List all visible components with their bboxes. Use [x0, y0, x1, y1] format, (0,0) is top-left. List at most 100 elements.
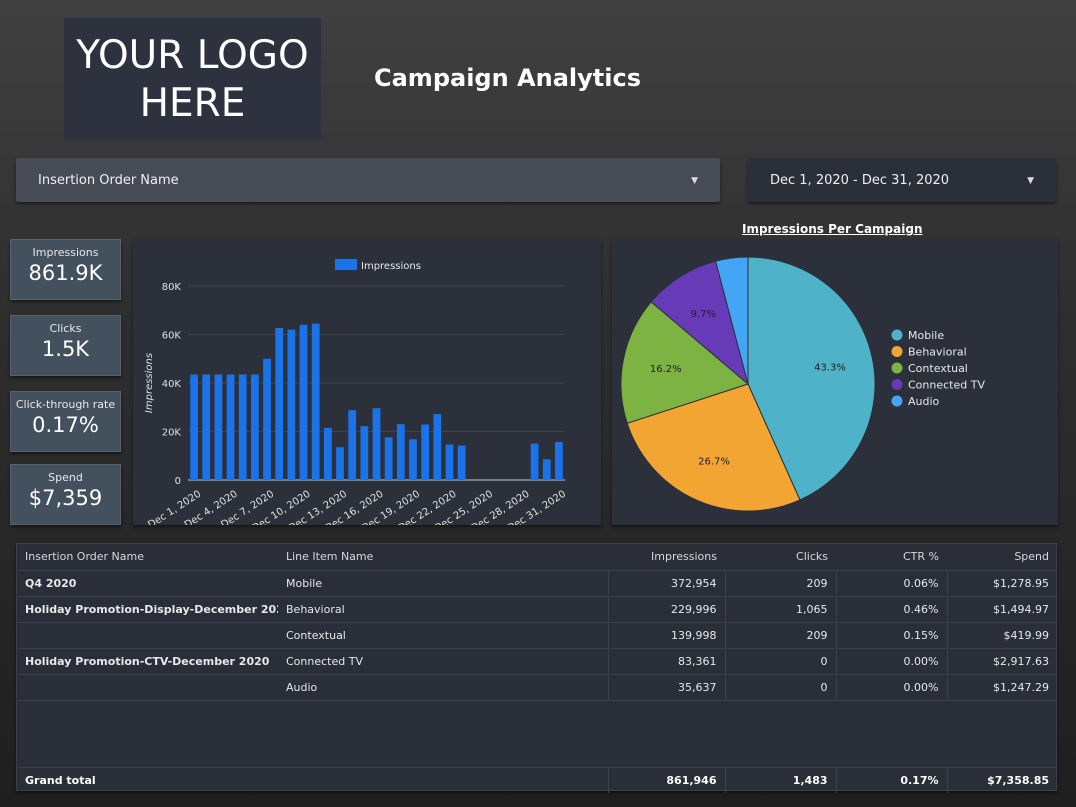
- bar[interactable]: [214, 374, 223, 480]
- date-range-label: Dec 1, 2020 - Dec 31, 2020: [770, 172, 950, 188]
- bar[interactable]: [542, 459, 551, 480]
- table-cell: 0.00%: [835, 648, 947, 675]
- legend-swatch: [335, 259, 357, 270]
- pie-slice[interactable]: [747, 256, 876, 501]
- table-row[interactable]: Holiday Promotion-CTV-December 2020 Conne…: [17, 648, 1057, 675]
- table-cell: 0.46%: [835, 596, 947, 623]
- logo-line-2: HERE: [139, 80, 246, 126]
- table-cell: Holiday Promotion-Display-December 2020: [17, 596, 278, 623]
- col-header[interactable]: CTR %: [836, 544, 947, 571]
- grand-total-cell: [278, 766, 608, 793]
- data-table-panel: Insertion Order Name Line Item Name Impr…: [16, 543, 1057, 793]
- bar[interactable]: [445, 444, 454, 480]
- bar[interactable]: [311, 323, 320, 480]
- table-cell: 0.15%: [835, 622, 947, 649]
- kpi-value: 861.9K: [28, 261, 103, 285]
- legend-dot: [891, 346, 903, 357]
- col-header[interactable]: Clicks: [725, 544, 836, 571]
- table-cell: Contextual: [278, 622, 608, 649]
- table-cell: $1,247.29: [946, 674, 1057, 701]
- y-tick-label: 80K: [162, 282, 182, 293]
- table-cell: $1,278.95: [946, 570, 1057, 597]
- bar[interactable]: [287, 329, 296, 480]
- bar[interactable]: [409, 439, 417, 480]
- table-cell: 139,998: [607, 622, 725, 649]
- pie-slice[interactable]: [626, 383, 801, 512]
- bar[interactable]: [396, 424, 405, 480]
- grand-total-label: Grand total: [17, 766, 278, 793]
- bar[interactable]: [384, 437, 393, 480]
- table-cell: 0: [724, 674, 836, 701]
- table-cell: Q4 2020: [17, 570, 278, 597]
- legend-label: Impressions: [361, 261, 421, 272]
- logo: YOUR LOGO HERE: [64, 18, 321, 141]
- col-header[interactable]: Line Item Name: [278, 544, 608, 571]
- legend-label: Behavioral: [908, 346, 967, 359]
- table-cell: $419.99: [946, 622, 1057, 649]
- bar[interactable]: [433, 414, 442, 480]
- bar[interactable]: [238, 374, 247, 480]
- kpi-label: Impressions: [32, 246, 99, 259]
- bar[interactable]: [323, 427, 332, 480]
- table-cell: Audio: [278, 674, 608, 701]
- bar[interactable]: [457, 445, 466, 480]
- table-row[interactable]: Q4 2020 Mobile 372,954 209 0.06% $1,278.95: [17, 570, 1057, 597]
- page-title: Campaign Analytics: [374, 64, 641, 92]
- table-cell: 35,637: [607, 674, 725, 701]
- bar[interactable]: [202, 374, 211, 480]
- insertion-order-dropdown-label: Insertion Order Name: [38, 172, 179, 188]
- col-header[interactable]: Insertion Order Name: [17, 544, 278, 571]
- bar[interactable]: [250, 374, 259, 480]
- kpi-value: 1.5K: [41, 337, 90, 361]
- kpi-clicks: Clicks 1.5K: [10, 315, 121, 376]
- bar-chart-panel: Impressions 0 20K 40K 60K 80K Impressions Dec 1…: [133, 239, 601, 534]
- bar[interactable]: [348, 410, 357, 480]
- col-header[interactable]: Spend: [947, 544, 1057, 571]
- pie-slice-label: 43.3%: [814, 362, 846, 373]
- pie-slice[interactable]: [650, 260, 749, 386]
- kpi-label: Click-through rate: [15, 398, 116, 411]
- kpi-ctr: Click-through rate 0.17%: [10, 391, 121, 452]
- y-tick-label: 40K: [162, 379, 182, 390]
- legend-label: Contextual: [908, 362, 968, 375]
- table-cell: 0.06%: [835, 570, 947, 597]
- bar[interactable]: [336, 447, 344, 480]
- table-header-row: Insertion Order Name Line Item Name Impr…: [17, 544, 1057, 571]
- chevron-down-icon: ▼: [1027, 176, 1034, 186]
- table-row[interactable]: Contextual 139,998 209 0.15% $419.99: [17, 622, 1057, 649]
- insertion-order-dropdown[interactable]: Insertion Order Name ▼: [16, 158, 720, 202]
- chevron-down-icon: ▼: [691, 176, 698, 186]
- table-row[interactable]: Audio 35,637 0 0.00% $1,247.29: [17, 674, 1057, 701]
- legend-label: Connected TV: [908, 379, 985, 392]
- col-header[interactable]: Impressions: [608, 544, 725, 571]
- table-row[interactable]: Holiday Promotion-Display-December 2020 B…: [17, 596, 1057, 623]
- pie-slice[interactable]: [620, 301, 750, 424]
- bar[interactable]: [226, 374, 235, 480]
- date-range-dropdown[interactable]: Dec 1, 2020 - Dec 31, 2020 ▼: [748, 158, 1056, 202]
- table-cell: 209: [724, 570, 836, 597]
- legend-dot: [891, 362, 903, 374]
- grand-total-cell: 861,946: [607, 766, 725, 793]
- y-tick-label: 0: [175, 476, 181, 487]
- bar[interactable]: [372, 408, 381, 480]
- pie-slice-label: 9.7%: [691, 309, 716, 320]
- bar[interactable]: [190, 374, 198, 480]
- bar[interactable]: [360, 426, 369, 480]
- bar[interactable]: [263, 358, 271, 480]
- bar[interactable]: [275, 327, 284, 480]
- table-cell: 0: [724, 648, 836, 675]
- grand-total-cell: $7,358.85: [946, 766, 1057, 793]
- bar[interactable]: [299, 324, 308, 480]
- y-axis-label: Impressions: [144, 353, 155, 413]
- kpi-value: $7,359: [28, 486, 103, 510]
- grand-total-row: Grand total 861,946 1,483 0.17% $7,358.8…: [17, 766, 1057, 793]
- kpi-label: Spend: [48, 471, 83, 484]
- kpi-impressions: Impressions 861.9K: [10, 239, 121, 300]
- pie-slice[interactable]: [715, 256, 749, 385]
- bar[interactable]: [555, 441, 563, 480]
- table-cell: $2,917.63: [946, 648, 1057, 675]
- legend-label: Mobile: [908, 329, 944, 342]
- bar[interactable]: [530, 443, 539, 480]
- bar[interactable]: [421, 424, 430, 480]
